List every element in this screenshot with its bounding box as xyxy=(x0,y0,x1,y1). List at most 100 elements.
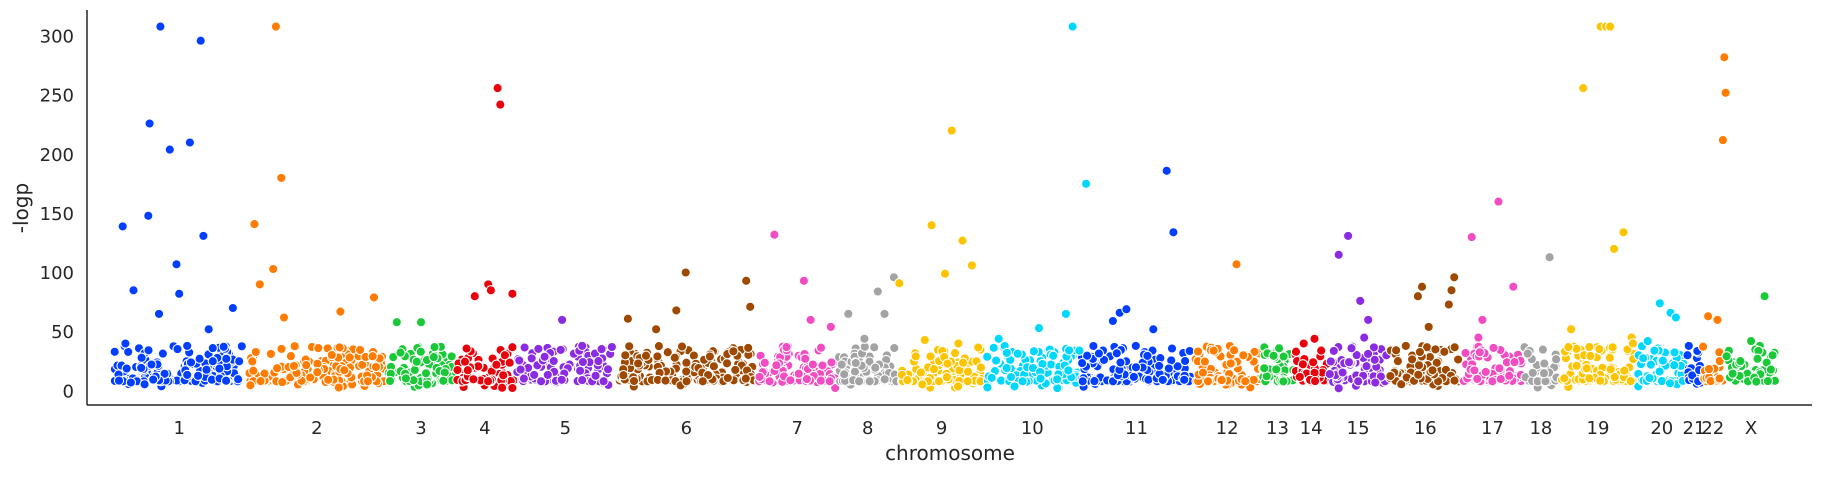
data-point-chr7-background xyxy=(759,357,770,368)
data-point-chr2 xyxy=(270,21,282,32)
data-point-chr13-background xyxy=(1273,343,1285,354)
x-axis-label: chromosome xyxy=(885,441,1015,465)
data-point-chr1-background xyxy=(221,353,232,364)
data-point-chr15-background xyxy=(1369,354,1380,365)
data-point-chr4-background xyxy=(461,343,472,354)
y-axis-label: -logp xyxy=(9,183,33,233)
data-point-chr4-background xyxy=(452,364,463,376)
y-tick-label: 0 xyxy=(63,381,74,402)
data-point-chr22-background xyxy=(1714,373,1725,384)
data-point-chr11-background xyxy=(1115,357,1126,368)
data-point-chr6-background xyxy=(669,352,680,363)
data-point-chr3-background xyxy=(395,347,406,358)
data-point-chr8 xyxy=(879,308,890,320)
data-point-chrX-background xyxy=(1735,355,1746,367)
data-point-chr1-background xyxy=(143,345,154,356)
data-point-chrX xyxy=(1767,350,1778,361)
data-point-chr18 xyxy=(1544,252,1555,263)
data-point-chr14 xyxy=(1298,338,1309,349)
data-point-chr11-background xyxy=(1076,357,1088,369)
data-point-chr2-background xyxy=(265,348,277,360)
data-point-chr21-background xyxy=(1687,370,1698,381)
data-point-chr10-background xyxy=(982,382,993,393)
data-point-chr22-background xyxy=(1697,341,1709,352)
data-point-chr9-background xyxy=(925,351,936,362)
data-point-chr10-background xyxy=(1035,373,1046,384)
data-point-chr4-background xyxy=(499,350,511,361)
data-point-chr18-background xyxy=(1550,354,1562,365)
y-tick-label: 50 xyxy=(51,322,74,343)
data-point-chr3-background xyxy=(438,375,449,386)
data-point-chr7-background xyxy=(815,342,827,353)
x-tick-label: 22 xyxy=(1701,418,1724,439)
data-point-chr19-background xyxy=(1594,343,1605,355)
data-point-chr10-background xyxy=(1012,348,1023,359)
data-point-chr4-background xyxy=(468,374,479,385)
data-point-chr22 xyxy=(1719,52,1730,63)
data-point-chr1 xyxy=(143,210,154,221)
data-point-chr16 xyxy=(1423,321,1434,333)
data-point-chr1 xyxy=(144,118,155,129)
data-point-chr19-background xyxy=(1581,363,1592,374)
data-point-chr6-background xyxy=(722,372,733,384)
data-point-chr1-background xyxy=(125,377,137,388)
data-point-chr1 xyxy=(203,324,214,335)
data-point-chr7-background xyxy=(817,360,828,371)
data-point-chr18-background xyxy=(1538,368,1550,379)
x-tick-label: 16 xyxy=(1414,418,1437,439)
data-point-chr19-background xyxy=(1584,341,1595,353)
data-point-chr22 xyxy=(1712,314,1723,326)
data-point-chr16 xyxy=(1412,291,1424,302)
x-tick-label: 19 xyxy=(1587,418,1610,439)
data-point-chr17-background xyxy=(1460,347,1471,359)
data-point-chr17-background xyxy=(1480,366,1491,378)
x-tick-label: 21 xyxy=(1683,418,1706,439)
data-point-chr9-background xyxy=(949,347,961,359)
data-point-chr2-background xyxy=(248,365,259,376)
data-point-chr1-background xyxy=(123,346,134,358)
data-point-chr3-background xyxy=(415,346,426,357)
data-point-chr17-background xyxy=(1472,373,1483,385)
data-point-chr9-background xyxy=(902,374,913,386)
data-point-chr10-background xyxy=(990,355,1002,366)
data-point-chr11-background xyxy=(1111,348,1122,359)
data-point-chr17-background xyxy=(1509,356,1520,368)
data-point-chr5-background xyxy=(548,355,559,367)
data-point-chr1-background xyxy=(192,370,204,381)
data-point-chr19-background xyxy=(1609,371,1620,383)
data-point-chr12-background xyxy=(1216,374,1227,386)
x-tick-label: 14 xyxy=(1300,418,1323,439)
data-point-chr20 xyxy=(1642,335,1653,347)
data-point-chr5 xyxy=(556,314,568,326)
data-point-chr16 xyxy=(1430,344,1441,355)
data-point-chr11-background xyxy=(1153,360,1165,372)
data-point-chr16-background xyxy=(1406,354,1418,365)
data-point-chr2-background xyxy=(334,342,345,353)
data-point-chr2-background xyxy=(339,365,350,376)
data-point-chr2 xyxy=(278,312,290,323)
data-point-chr11-background xyxy=(1130,362,1142,373)
data-point-chr2-background xyxy=(326,349,337,361)
data-point-chr11-background xyxy=(1179,355,1191,367)
x-tick-label: 7 xyxy=(791,418,802,439)
data-point-chr4-background xyxy=(496,382,508,393)
data-point-chr6-background xyxy=(618,370,629,381)
data-point-chr16-background xyxy=(1392,355,1404,367)
data-point-chr6 xyxy=(745,301,756,312)
data-point-chr9-background xyxy=(928,363,940,375)
data-point-chr10-background xyxy=(988,342,999,353)
data-point-chr5-background xyxy=(577,374,588,386)
data-point-chr15-background xyxy=(1346,343,1357,354)
data-point-chr9 xyxy=(939,268,951,279)
data-point-chr1-background xyxy=(236,341,247,352)
data-point-chr15-background xyxy=(1370,377,1381,388)
data-point-chr11-background xyxy=(1081,350,1093,361)
data-point-chr14-background xyxy=(1290,346,1302,357)
data-point-chr21-background xyxy=(1682,350,1693,361)
y-tick-label: 200 xyxy=(40,145,74,166)
x-tick-label: 18 xyxy=(1529,418,1552,439)
data-point-chr9-background xyxy=(917,379,928,390)
x-tick-label: 6 xyxy=(681,418,692,439)
